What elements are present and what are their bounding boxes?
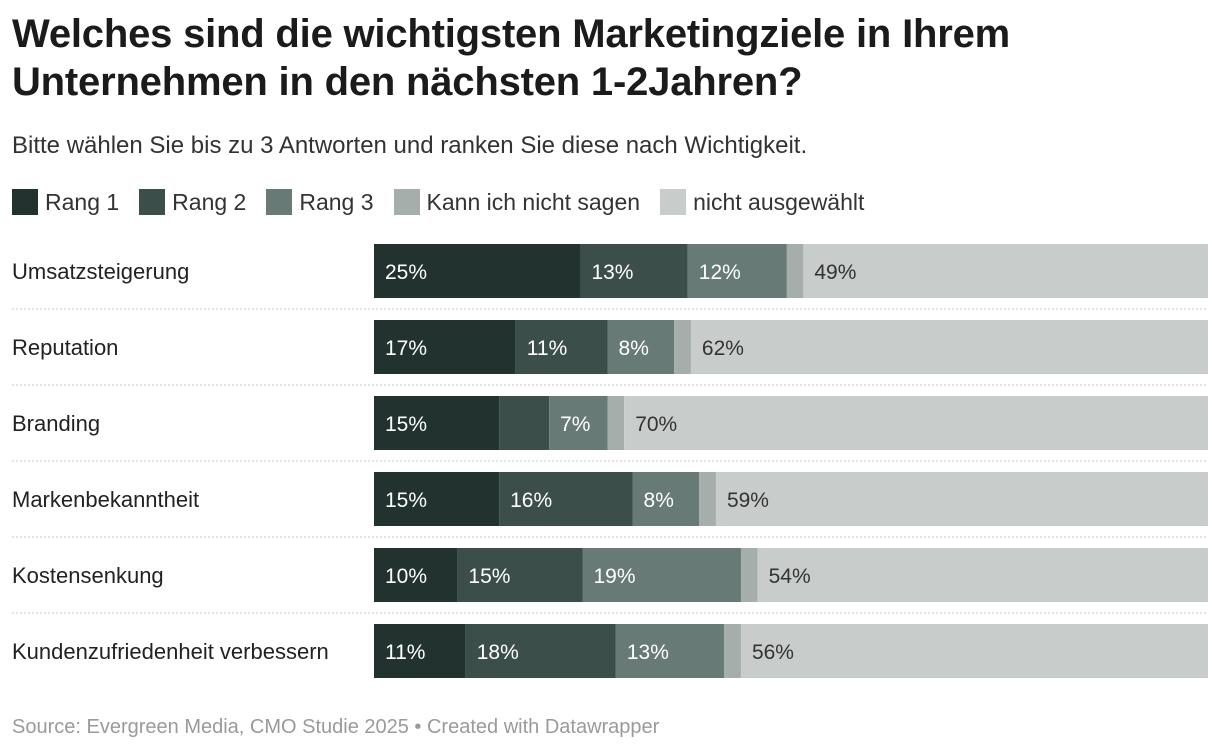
data-label: 15% [385,413,427,436]
bar-segment [499,396,550,450]
bar-segment [786,244,804,298]
data-label: 49% [814,261,856,284]
data-label: 18% [477,641,519,664]
bar-segment [632,472,700,526]
bar-segment [757,548,1208,602]
data-label: 16% [510,489,552,512]
legend-item: nicht ausgewählt [660,189,864,216]
bar-segment [674,320,691,374]
legend-swatch [393,189,420,215]
data-label: 13% [627,641,669,664]
source-note: Source: Evergreen Media, CMO Studie 2025… [12,716,660,738]
data-label: 12% [699,261,741,284]
chart-subtitle: Bitte wählen Sie bis zu 3 Antworten und … [12,132,808,159]
data-label: 62% [702,337,744,360]
data-label: 8% [644,489,674,512]
bar-segment [374,472,500,526]
bar-segment [374,624,466,678]
category-label: Umsatzsteigerung [12,259,189,284]
data-label: 11% [385,641,425,664]
legend-swatch [266,189,293,215]
chart-title: Welches sind die wichtigsten Marketingzi… [12,12,1010,104]
bar-segment [615,624,725,678]
legend-swatch [139,189,166,215]
data-label: 59% [727,489,769,512]
category-label: Reputation [12,335,118,360]
legend-item: Rang 2 [139,189,246,216]
legend-swatch [660,189,687,215]
bar-segment [624,396,1208,450]
data-label: 7% [560,413,590,436]
bar-segment [374,244,581,298]
bar-segment [580,244,688,298]
bar-segment [374,548,458,602]
bar-segment [374,396,500,450]
legend-label: nicht ausgewählt [693,188,865,215]
legend-label: Kann ich nicht sagen [426,188,641,215]
legend-swatch [12,189,38,215]
category-label: Markenbekanntheit [12,487,199,512]
bar-segment [740,624,1208,678]
data-label: 8% [619,337,649,360]
bar-segment [549,396,608,450]
bar-segment [582,548,741,602]
legend-item: Rang 1 [12,189,119,216]
data-label: 15% [385,489,427,512]
bar-segment [699,472,716,526]
bar-segment [803,244,1208,298]
bar-segment [724,624,741,678]
legend-label: Rang 1 [45,188,120,215]
data-label: 19% [594,565,636,588]
data-label: 15% [468,565,510,588]
data-label: 10% [385,565,427,588]
legend-item: Kann ich nicht sagen [393,188,641,216]
data-label: 17% [385,337,427,360]
bar-segment [374,320,516,374]
bar-segment [690,320,1208,374]
legend-label: Rang 2 [172,188,247,215]
category-label: Branding [12,411,100,436]
category-label: Kostensenkung [12,563,164,588]
bar-segment [715,472,1208,526]
data-label: 56% [752,641,794,664]
bar-segment [457,548,583,602]
data-label: 11% [527,337,567,360]
category-label: Kundenzufriedenheit verbessern [12,639,329,664]
bar-segment [607,396,625,450]
bar-segment [515,320,608,374]
bar-segment [740,548,758,602]
data-label: 13% [591,261,633,284]
bar-segment [499,472,633,526]
bar-segment [607,320,675,374]
chart-legend: Rang 1 Rang 2 Rang 3 Kann ich nicht sagen ni… [12,186,884,218]
data-label: 25% [385,261,427,284]
bar-segment [687,244,787,298]
bar-segment [465,624,616,678]
data-label: 54% [769,565,811,588]
legend-item: Rang 3 [266,188,374,216]
data-label: 70% [635,413,677,436]
legend-label: Rang 3 [299,188,374,215]
